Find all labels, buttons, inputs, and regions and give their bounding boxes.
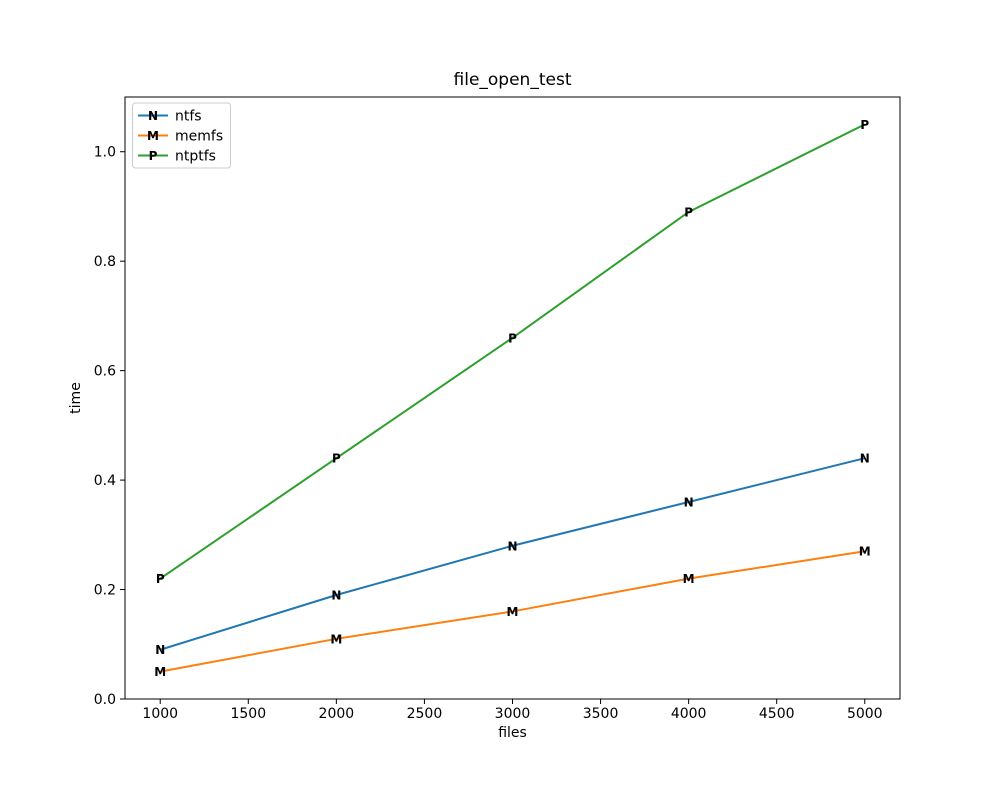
ntfs-marker: N <box>331 589 341 603</box>
legend-box <box>132 102 231 169</box>
x-tick-label: 3500 <box>583 706 619 722</box>
legend-marker: N <box>148 109 158 123</box>
y-tick-label: 0.6 <box>94 364 116 380</box>
legend-marker: M <box>147 129 159 143</box>
y-tick-label: 0.0 <box>94 692 116 708</box>
x-tick-label: 4000 <box>671 706 707 722</box>
memfs-line <box>160 550 865 673</box>
legend-label: ntptfs <box>175 149 216 165</box>
legend-marker: P <box>149 149 158 163</box>
memfs-marker: M <box>330 632 342 646</box>
y-tick-label: 0.2 <box>94 583 116 599</box>
memfs-marker: M <box>507 605 519 619</box>
legend-label: ntfs <box>175 109 202 125</box>
x-tick-label: 2000 <box>319 706 355 722</box>
ntfs-marker: N <box>860 452 870 466</box>
ntfs-marker: N <box>155 643 165 657</box>
y-tick-label: 0.8 <box>94 254 116 270</box>
ntptfs-marker: P <box>860 118 869 132</box>
ntfs-line <box>159 457 866 651</box>
ntfs-marker: N <box>684 495 694 509</box>
ntptfs-line <box>159 123 866 580</box>
x-tick-label: 3000 <box>495 706 531 722</box>
x-axis-label: files <box>498 725 527 741</box>
memfs-marker: M <box>683 572 695 586</box>
memfs-marker: M <box>859 545 871 559</box>
ntptfs-marker: P <box>156 572 165 586</box>
y-axis-label: time <box>68 382 84 414</box>
x-tick-label: 1000 <box>142 706 178 722</box>
x-tick-label: 4500 <box>759 706 795 722</box>
legend-label: memfs <box>175 129 223 145</box>
ntptfs-marker: P <box>508 331 517 345</box>
x-tick-label: 2500 <box>407 706 443 722</box>
ntptfs-marker: P <box>332 452 341 466</box>
y-tick-label: 1.0 <box>94 145 116 161</box>
memfs-marker: M <box>154 665 166 679</box>
chart-title: file_open_test <box>454 70 572 90</box>
y-tick-label: 0.4 <box>94 473 116 489</box>
x-tick-label: 1500 <box>230 706 266 722</box>
ntfs-marker: N <box>507 539 517 553</box>
x-tick-label: 5000 <box>847 706 883 722</box>
ntptfs-marker: P <box>684 205 693 219</box>
